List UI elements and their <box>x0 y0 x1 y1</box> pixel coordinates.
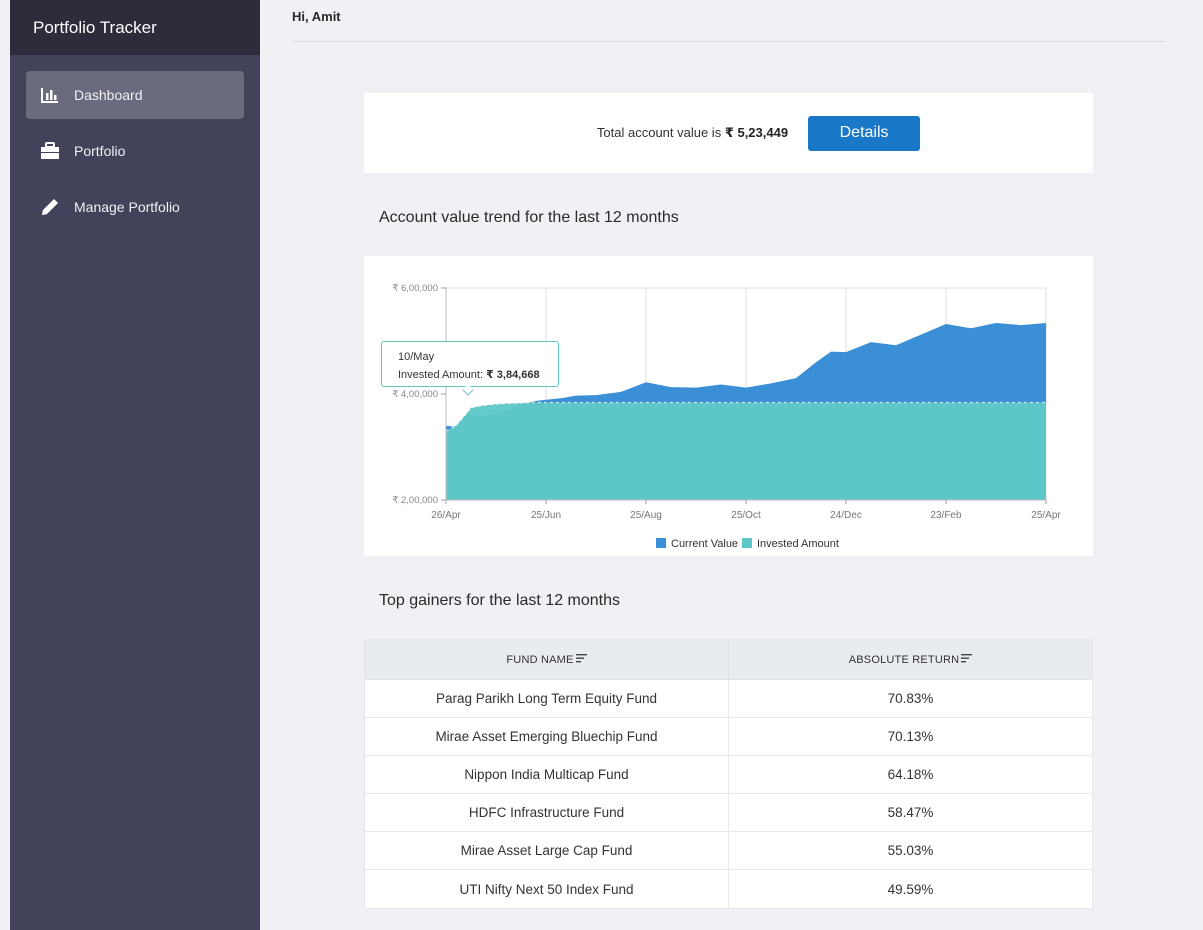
total-account-value: Total account value is ₹ 5,23,449 <box>597 125 788 141</box>
tooltip-date: 10/May <box>398 351 435 363</box>
legend-invested-amount-swatch <box>742 538 752 548</box>
sidebar-item-portfolio[interactable]: Portfolio <box>26 127 244 175</box>
sidebar-item-label: Portfolio <box>74 143 126 159</box>
table-header: FUND NAME ABSOLUTE RETURN <box>365 640 1092 680</box>
gainers-section-title: Top gainers for the last 12 months <box>379 592 621 609</box>
top-gainers-table: FUND NAME ABSOLUTE RETURN Parag Parikh L… <box>364 639 1093 909</box>
bar-chart-icon <box>40 85 60 105</box>
series-invested-amount-line <box>445 401 1046 432</box>
sidebar-nav: Dashboard Portfolio Manage Portfolio <box>10 55 260 231</box>
legend-current-value-swatch <box>656 538 666 548</box>
tooltip-value: ₹ 3,84,668 <box>486 369 540 381</box>
return-cell: 58.47% <box>887 805 934 820</box>
column-header-absolute-return[interactable]: ABSOLUTE RETURN <box>729 640 1092 679</box>
greeting: Hi, Amit <box>292 9 341 24</box>
x-tick-label: 23/Feb <box>930 510 962 521</box>
sidebar-item-manage-portfolio[interactable]: Manage Portfolio <box>26 183 244 231</box>
legend-current-value-label: Current Value <box>671 538 738 550</box>
tooltip-label: Invested Amount: <box>398 369 487 381</box>
app-title: Portfolio Tracker <box>10 0 260 55</box>
return-cell: 64.18% <box>887 767 934 782</box>
x-tick-label: 25/Oct <box>731 510 761 521</box>
fund-name-cell: UTI Nifty Next 50 Index Fund <box>365 870 729 908</box>
legend-invested-amount-label: Invested Amount <box>757 538 839 550</box>
y-tick-label: ₹ 4,00,000 <box>392 389 438 400</box>
sidebar-item-dashboard[interactable]: Dashboard <box>26 71 244 119</box>
details-button[interactable]: Details <box>808 115 921 151</box>
y-tick-label: ₹ 2,00,000 <box>392 495 438 506</box>
account-summary-card: Total account value is ₹ 5,23,449 Detail… <box>364 93 1093 173</box>
table-row: Nippon India Multicap Fund 64.18% <box>365 756 1092 794</box>
x-tick-label: 25/Apr <box>1031 510 1061 521</box>
total-value-prefix: Total account value is <box>596 125 725 140</box>
pencil-icon <box>40 197 60 217</box>
table-row: Mirae Asset Large Cap Fund 55.03% <box>365 832 1092 870</box>
fund-name-cell: Mirae Asset Large Cap Fund <box>365 832 729 869</box>
trend-chart: 26/Apr 25/Jun 25/Aug 25/Oct 24/Dec 23/Feb 25/A… <box>392 283 1061 550</box>
briefcase-icon <box>40 141 60 161</box>
table-row: Parag Parikh Long Term Equity Fund 70.83% <box>365 680 1092 718</box>
fund-name-cell: Nippon India Multicap Fund <box>365 756 729 793</box>
tooltip-value-line: Invested Amount: ₹ 3,84,668 <box>398 366 558 384</box>
return-cell: 55.03% <box>887 843 934 858</box>
x-tick-label: 25/Aug <box>630 510 662 521</box>
x-tick-label: 24/Dec <box>830 510 862 521</box>
table-row: UTI Nifty Next 50 Index Fund 49.59% <box>365 870 1092 908</box>
chart-tooltip: 10/May Invested Amount: ₹ 3,84,668 <box>381 341 559 387</box>
trend-section-title: Account value trend for the last 12 mont… <box>379 209 679 226</box>
column-header-label: FUND NAME <box>506 653 574 666</box>
fund-name-cell: Parag Parikh Long Term Equity Fund <box>365 680 729 717</box>
column-header-label: ABSOLUTE RETURN <box>848 653 960 666</box>
sidebar-item-label: Dashboard <box>74 87 143 103</box>
sidebar-item-label: Manage Portfolio <box>74 199 180 215</box>
fund-name-cell: Mirae Asset Emerging Bluechip Fund <box>365 718 729 755</box>
return-cell: 70.13% <box>887 729 934 744</box>
sort-icon[interactable] <box>575 653 587 666</box>
sidebar: Portfolio Tracker Dashboard Portfolio Ma… <box>10 0 260 930</box>
y-tick-label: ₹ 6,00,000 <box>392 283 438 294</box>
fund-name-cell: HDFC Infrastructure Fund <box>365 794 729 831</box>
total-value-amount: ₹ 5,23,449 <box>724 125 789 140</box>
return-cell: 49.59% <box>887 881 934 897</box>
series-invested-amount-area <box>446 402 1046 500</box>
x-tick-label: 26/Apr <box>431 510 461 521</box>
sort-icon[interactable] <box>961 653 973 666</box>
table-row: Mirae Asset Emerging Bluechip Fund 70.13% <box>365 718 1092 756</box>
top-bar: Hi, Amit <box>292 0 1165 42</box>
trend-chart-card: 26/Apr 25/Jun 25/Aug 25/Oct 24/Dec 23/Feb 25/A… <box>364 256 1093 556</box>
x-tick-label: 25/Jun <box>531 510 561 521</box>
return-cell: 70.83% <box>887 691 934 706</box>
table-row: HDFC Infrastructure Fund 58.47% <box>365 794 1092 832</box>
column-header-fund-name[interactable]: FUND NAME <box>365 640 729 679</box>
